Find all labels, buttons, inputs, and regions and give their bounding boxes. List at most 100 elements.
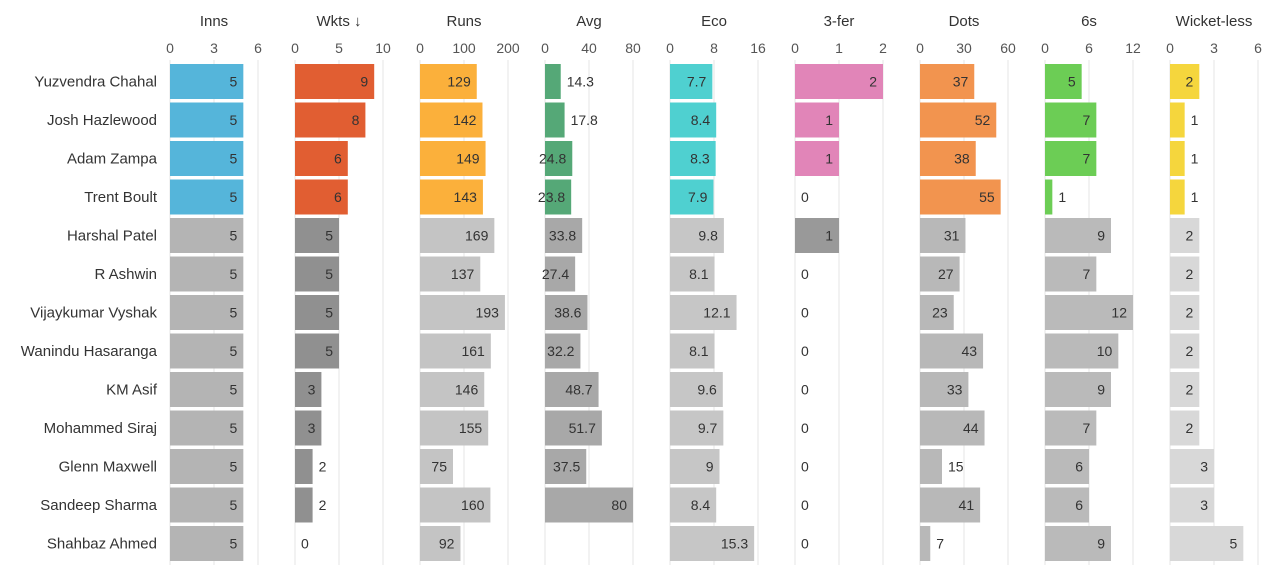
- bar: [420, 102, 483, 138]
- tick-label: 2: [879, 40, 887, 56]
- bar: [1170, 141, 1185, 176]
- bar: [545, 218, 583, 253]
- column-6s: 6s 0 6 12 5 7 7 1 9 7 12 10 9 7 6 6 9: [1041, 13, 1141, 565]
- column-header: Dots: [949, 13, 980, 30]
- column-header: Avg: [576, 13, 602, 30]
- player-name: Wanindu Hasaranga: [21, 343, 158, 360]
- bar: [920, 102, 997, 138]
- bar: [670, 218, 724, 253]
- value-label: 5: [230, 305, 238, 321]
- value-label: 5: [1230, 536, 1238, 552]
- bar: [1170, 102, 1185, 138]
- value-label: 0: [801, 497, 809, 513]
- value-label: 33.8: [549, 228, 576, 244]
- tick-label: 0: [1166, 40, 1174, 56]
- bar: [920, 410, 985, 446]
- value-label: 0: [801, 189, 809, 205]
- value-label: 9.8: [698, 228, 718, 244]
- value-label: 5: [230, 189, 238, 205]
- player-name: Vijaykumar Vyshak: [30, 305, 157, 322]
- bar: [170, 102, 244, 138]
- value-label: 5: [230, 420, 238, 436]
- bar: [170, 526, 244, 561]
- value-label: 17.8: [571, 112, 598, 128]
- value-label: 14.3: [567, 74, 594, 90]
- bar: [170, 333, 244, 369]
- value-label: 5: [325, 266, 333, 282]
- bar: [170, 372, 244, 407]
- bar: [670, 526, 755, 561]
- bar: [670, 333, 715, 369]
- tick-label: 6: [1254, 40, 1262, 56]
- column-header: 3-fer: [824, 13, 855, 30]
- bar: [920, 179, 1001, 215]
- bar: [170, 295, 244, 330]
- bar: [1045, 64, 1082, 99]
- bar: [1170, 333, 1200, 369]
- bar: [795, 102, 839, 138]
- value-label: 9: [360, 74, 368, 90]
- bar: [420, 449, 453, 484]
- bar: [170, 410, 244, 446]
- bar: [1045, 295, 1133, 330]
- value-label: 15: [948, 459, 964, 475]
- value-label: 5: [325, 228, 333, 244]
- bar: [920, 295, 954, 330]
- tick-label: 3: [1210, 40, 1218, 56]
- bar: [420, 141, 486, 176]
- player-name: R Ashwin: [94, 266, 157, 283]
- value-label: 75: [431, 459, 447, 475]
- bar: [670, 102, 717, 138]
- value-label: 0: [301, 536, 309, 552]
- player-name: Mohammed Siraj: [44, 420, 157, 437]
- bar: [545, 449, 587, 484]
- column-eco: Eco 0 8 16 7.7 8.4 8.3 7.9 9.8 8.1 12.1 8.1 9.6 9.7 9 8…: [666, 13, 766, 565]
- tick-label: 6: [254, 40, 262, 56]
- player-name: Yuzvendra Chahal: [34, 74, 157, 91]
- bar: [1170, 256, 1200, 292]
- value-label: 5: [230, 459, 238, 475]
- value-label: 38: [954, 151, 970, 167]
- value-label: 5: [1068, 74, 1076, 90]
- value-label: 146: [455, 382, 479, 398]
- value-label: 1: [825, 228, 833, 244]
- bar: [920, 141, 976, 176]
- value-label: 43: [961, 343, 977, 359]
- tick-label: 16: [750, 40, 766, 56]
- bar: [545, 333, 581, 369]
- bar: [795, 141, 839, 176]
- tick-label: 60: [1000, 40, 1016, 56]
- bar: [420, 64, 477, 99]
- value-label: 0: [801, 536, 809, 552]
- value-label: 155: [459, 420, 483, 436]
- bar: [295, 102, 366, 138]
- value-label: 1: [1058, 189, 1066, 205]
- tick-label: 3: [210, 40, 218, 56]
- tick-label: 100: [452, 40, 476, 56]
- value-label: 1: [1191, 112, 1199, 128]
- bar: [920, 372, 969, 407]
- value-label: 5: [230, 536, 238, 552]
- value-label: 6: [334, 151, 342, 167]
- value-label: 5: [325, 305, 333, 321]
- bar: [545, 64, 561, 99]
- tick-label: 200: [496, 40, 520, 56]
- column-header: Wicket-less: [1176, 13, 1253, 30]
- value-label: 23.8: [538, 189, 565, 205]
- bar: [1045, 141, 1097, 176]
- value-label: 6: [1075, 497, 1083, 513]
- bar: [170, 449, 244, 484]
- bar: [545, 295, 588, 330]
- bar: [420, 372, 485, 407]
- value-label: 169: [465, 228, 489, 244]
- value-label: 8: [352, 112, 360, 128]
- bar: [545, 102, 565, 138]
- value-label: 137: [451, 266, 475, 282]
- bar: [420, 333, 491, 369]
- bar: [170, 141, 244, 176]
- bar: [170, 256, 244, 292]
- value-label: 9: [706, 459, 714, 475]
- tick-label: 5: [335, 40, 343, 56]
- bar: [920, 333, 984, 369]
- bar: [170, 218, 244, 253]
